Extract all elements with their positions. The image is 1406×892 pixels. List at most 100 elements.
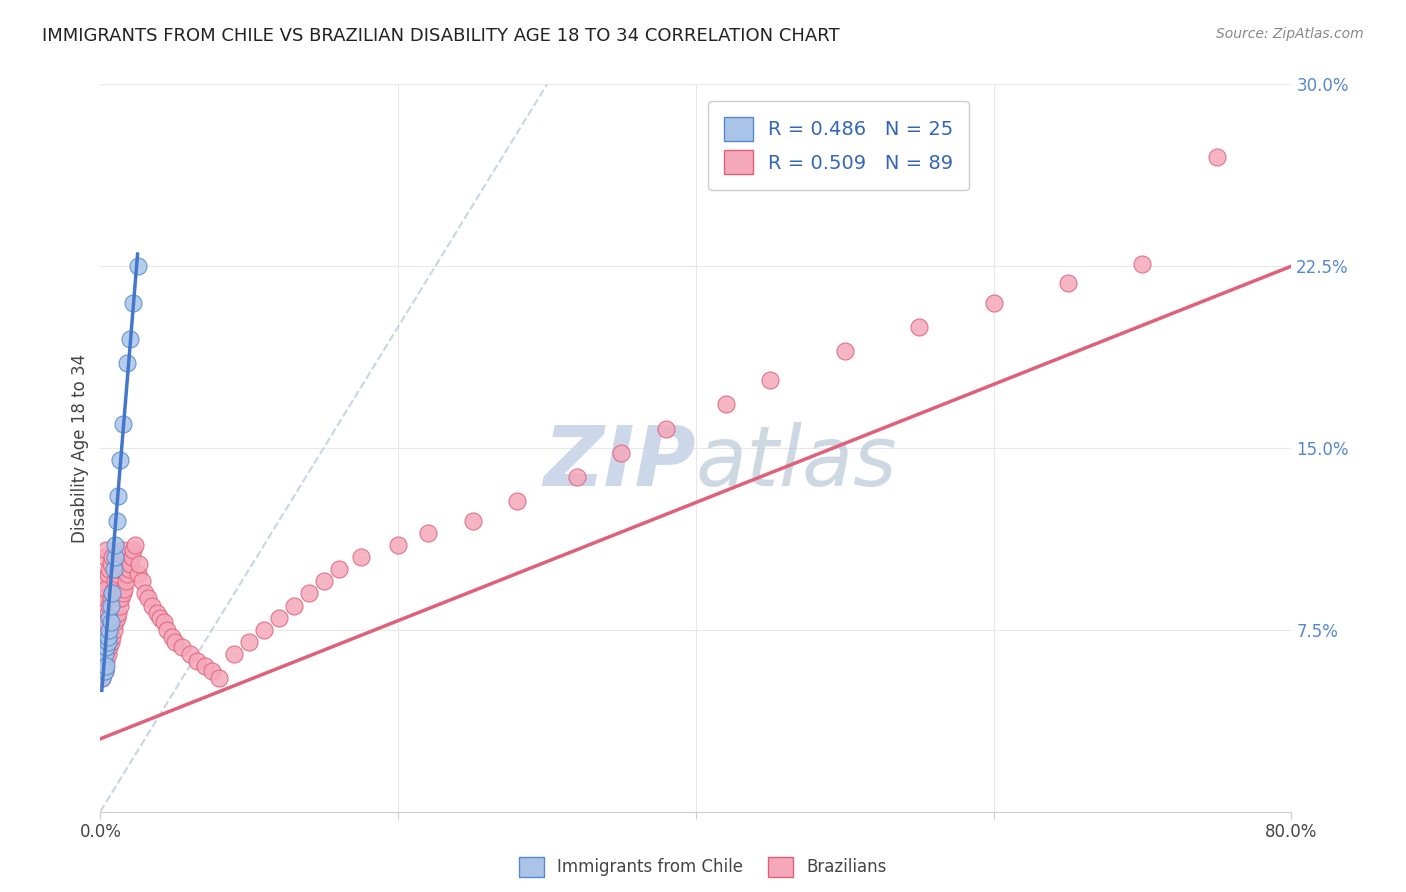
Point <box>387 538 409 552</box>
Point <box>101 549 124 564</box>
Point <box>111 417 134 431</box>
Point <box>108 453 131 467</box>
Point <box>100 599 122 613</box>
Y-axis label: Disability Age 18 to 34: Disability Age 18 to 34 <box>72 353 89 542</box>
Point <box>91 574 114 589</box>
Point <box>127 259 149 273</box>
Point <box>908 319 931 334</box>
Text: ZIP: ZIP <box>543 422 696 503</box>
Point <box>90 635 112 649</box>
Legend: R = 0.486   N = 25, R = 0.509   N = 89: R = 0.486 N = 25, R = 0.509 N = 89 <box>709 102 969 190</box>
Point <box>96 640 118 654</box>
Point <box>128 558 150 572</box>
Point <box>121 549 143 564</box>
Point <box>610 446 633 460</box>
Point <box>108 558 131 572</box>
Point <box>107 606 129 620</box>
Point <box>156 623 179 637</box>
Point <box>91 654 114 668</box>
Point <box>114 574 136 589</box>
Legend: Immigrants from Chile, Brazilians: Immigrants from Chile, Brazilians <box>512 850 894 884</box>
Text: IMMIGRANTS FROM CHILE VS BRAZILIAN DISABILITY AGE 18 TO 34 CORRELATION CHART: IMMIGRANTS FROM CHILE VS BRAZILIAN DISAB… <box>42 27 839 45</box>
Point <box>97 635 120 649</box>
Point <box>160 630 183 644</box>
Point <box>94 664 117 678</box>
Point <box>115 567 138 582</box>
Point <box>208 671 231 685</box>
Point <box>110 591 132 606</box>
Point <box>1132 257 1154 271</box>
Point <box>461 514 484 528</box>
Point <box>105 567 128 582</box>
Point <box>834 344 856 359</box>
Point <box>98 623 121 637</box>
Point <box>104 538 127 552</box>
Point <box>172 640 194 654</box>
Point <box>97 606 120 620</box>
Point <box>98 599 121 613</box>
Point <box>224 647 246 661</box>
Point <box>96 542 118 557</box>
Point <box>122 295 145 310</box>
Point <box>350 549 373 564</box>
Point <box>127 567 149 582</box>
Point <box>186 654 208 668</box>
Point <box>131 574 153 589</box>
Point <box>298 586 321 600</box>
Point <box>91 659 114 673</box>
Point <box>96 659 118 673</box>
Point <box>91 659 114 673</box>
Point <box>115 356 138 370</box>
Point <box>100 591 122 606</box>
Point <box>97 630 120 644</box>
Point <box>96 615 118 630</box>
Point <box>193 659 215 673</box>
Point <box>100 558 122 572</box>
Point <box>94 647 117 661</box>
Point <box>149 610 172 624</box>
Point <box>103 623 125 637</box>
Point <box>111 586 134 600</box>
Point <box>101 586 124 600</box>
Point <box>120 332 142 346</box>
Text: atlas: atlas <box>696 422 897 503</box>
Point <box>90 671 112 685</box>
Point <box>94 549 117 564</box>
Point <box>98 610 121 624</box>
Point <box>104 549 127 564</box>
Point <box>122 542 145 557</box>
Point <box>714 397 737 411</box>
Point <box>283 599 305 613</box>
Point <box>105 610 128 624</box>
Point <box>146 606 169 620</box>
Point <box>90 671 112 685</box>
Point <box>103 582 125 596</box>
Point <box>141 599 163 613</box>
Text: Source: ZipAtlas.com: Source: ZipAtlas.com <box>1216 27 1364 41</box>
Point <box>108 599 131 613</box>
Point <box>312 574 335 589</box>
Point <box>97 567 120 582</box>
Point <box>94 630 117 644</box>
Point <box>111 542 134 557</box>
Point <box>90 586 112 600</box>
Point <box>110 549 132 564</box>
Point <box>97 647 120 661</box>
Point <box>416 525 439 540</box>
Point <box>96 582 118 596</box>
Point <box>112 582 135 596</box>
Point <box>565 470 588 484</box>
Point <box>267 610 290 624</box>
Point <box>107 562 129 576</box>
Point <box>91 623 114 637</box>
Point <box>136 591 159 606</box>
Point <box>506 494 529 508</box>
Point <box>104 615 127 630</box>
Point <box>101 630 124 644</box>
Point <box>328 562 350 576</box>
Point <box>120 558 142 572</box>
Point <box>238 635 260 649</box>
Point <box>153 615 176 630</box>
Point <box>104 574 127 589</box>
Point <box>98 640 121 654</box>
